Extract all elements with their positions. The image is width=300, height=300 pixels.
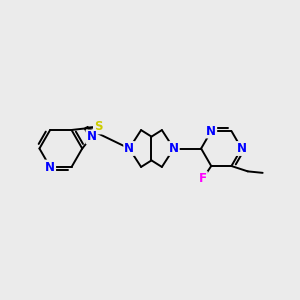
Text: N: N <box>45 160 55 173</box>
Text: N: N <box>86 130 97 143</box>
Text: N: N <box>206 124 216 137</box>
Text: N: N <box>236 142 247 155</box>
Text: S: S <box>94 120 102 134</box>
Text: N: N <box>169 142 179 155</box>
Text: F: F <box>199 172 207 185</box>
Text: N: N <box>124 142 134 155</box>
